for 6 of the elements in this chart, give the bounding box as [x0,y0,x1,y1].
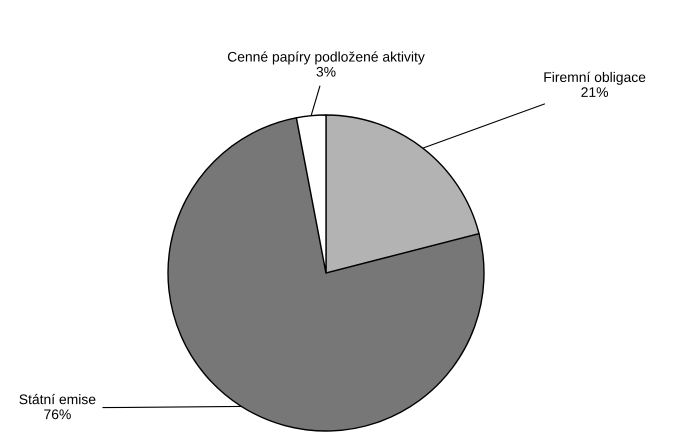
slice-label: Státní emise [19,394,96,404]
slice-label: Firemní obligace [544,72,646,85]
data-label: 21% [581,87,608,97]
data-label: 3% [316,66,336,77]
slice-label: Cenné papíry podložené aktivity [228,51,425,64]
data-label: 76% [44,409,71,420]
